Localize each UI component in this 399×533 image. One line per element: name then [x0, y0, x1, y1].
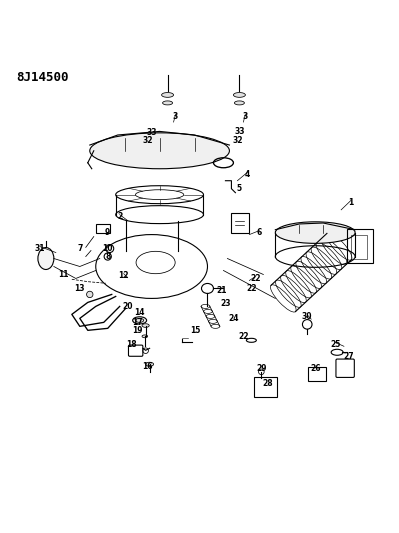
- Ellipse shape: [234, 101, 244, 105]
- Text: 3: 3: [173, 112, 178, 122]
- Text: 20: 20: [122, 302, 133, 311]
- Text: 15: 15: [190, 326, 201, 335]
- Text: 32: 32: [232, 136, 243, 146]
- Text: 5: 5: [237, 184, 242, 193]
- Text: 19: 19: [132, 326, 143, 335]
- Text: 28: 28: [262, 378, 273, 387]
- Text: 8J14500: 8J14500: [16, 71, 69, 84]
- Ellipse shape: [142, 324, 149, 327]
- Text: 17: 17: [132, 318, 143, 327]
- Text: 31: 31: [35, 244, 45, 253]
- Ellipse shape: [162, 93, 174, 98]
- Circle shape: [87, 291, 93, 297]
- Ellipse shape: [275, 222, 355, 244]
- Text: 33: 33: [146, 128, 157, 138]
- Text: 23: 23: [220, 298, 231, 308]
- Text: 18: 18: [126, 340, 137, 349]
- Text: 26: 26: [310, 364, 320, 373]
- Text: 22: 22: [250, 274, 261, 283]
- Ellipse shape: [38, 247, 54, 270]
- Text: 8: 8: [105, 252, 111, 261]
- Ellipse shape: [90, 133, 229, 169]
- Ellipse shape: [162, 101, 172, 105]
- Ellipse shape: [146, 362, 154, 366]
- Text: 29: 29: [256, 364, 267, 373]
- Text: 11: 11: [59, 270, 69, 279]
- Text: 13: 13: [75, 284, 85, 293]
- Text: 22: 22: [238, 332, 249, 341]
- Text: 24: 24: [228, 314, 239, 323]
- Text: 14: 14: [134, 308, 145, 317]
- Text: 3: 3: [243, 112, 248, 122]
- Text: 22: 22: [246, 284, 257, 293]
- Ellipse shape: [142, 335, 148, 338]
- Text: 32: 32: [142, 136, 153, 146]
- Text: 21: 21: [216, 286, 227, 295]
- Text: 6: 6: [257, 228, 262, 237]
- Text: 12: 12: [119, 271, 129, 280]
- Text: 30: 30: [302, 312, 312, 321]
- Text: 25: 25: [330, 340, 340, 349]
- Ellipse shape: [132, 317, 146, 324]
- Text: 27: 27: [344, 352, 354, 361]
- Text: 1: 1: [348, 198, 354, 207]
- Text: 7: 7: [77, 244, 83, 253]
- Text: 4: 4: [245, 170, 250, 179]
- Text: 10: 10: [103, 244, 113, 253]
- Text: 33: 33: [234, 127, 245, 136]
- Text: 16: 16: [142, 362, 153, 371]
- Ellipse shape: [233, 93, 245, 98]
- Text: 9: 9: [105, 228, 111, 237]
- Text: 2: 2: [117, 212, 122, 221]
